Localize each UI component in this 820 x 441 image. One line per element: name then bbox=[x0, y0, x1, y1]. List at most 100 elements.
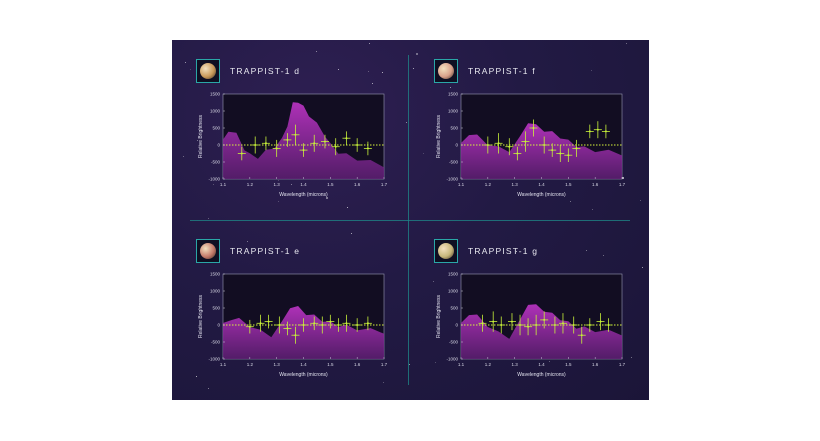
star-dot bbox=[372, 83, 374, 85]
star-dot bbox=[434, 362, 436, 364]
data-point bbox=[342, 131, 351, 145]
data-marker bbox=[345, 322, 348, 325]
data-point bbox=[291, 124, 300, 145]
y-tick-label: 1500 bbox=[210, 272, 221, 277]
data-marker bbox=[321, 324, 324, 326]
x-tick-label: 1.7 bbox=[381, 362, 388, 367]
data-marker bbox=[543, 318, 546, 321]
data-marker bbox=[535, 324, 538, 326]
y-tick-label: -1000 bbox=[208, 357, 220, 362]
x-tick-label: 1.2 bbox=[247, 362, 254, 367]
data-point bbox=[494, 133, 503, 154]
panel-header: TRAPPIST-1 g bbox=[434, 238, 538, 264]
data-point bbox=[261, 136, 270, 151]
data-point bbox=[572, 139, 581, 157]
x-tick-label: 1.6 bbox=[354, 182, 361, 187]
star-dot bbox=[433, 280, 435, 282]
data-point bbox=[497, 316, 506, 334]
star-dot bbox=[316, 50, 318, 52]
data-marker bbox=[561, 322, 564, 325]
star-dot bbox=[548, 360, 550, 362]
data-point bbox=[516, 314, 525, 336]
planet-f-icon bbox=[434, 59, 458, 83]
y-tick-label: 1500 bbox=[448, 92, 459, 97]
y-axis-label: Relative Brightness bbox=[436, 294, 442, 338]
star-dot bbox=[213, 184, 215, 186]
y-tick-label: -1000 bbox=[446, 177, 458, 182]
data-point bbox=[585, 318, 594, 332]
panel-trappist-1g: TRAPPIST-1 g 1500 1000 500 0 -500 -1000 1.1 1.2… bbox=[412, 222, 640, 397]
data-point bbox=[483, 136, 492, 154]
data-marker bbox=[366, 147, 369, 150]
x-tick-label: 1.3 bbox=[512, 182, 519, 187]
data-marker bbox=[559, 152, 562, 155]
star-dot bbox=[412, 68, 414, 70]
planet-e-ball bbox=[200, 243, 216, 259]
data-point bbox=[342, 314, 351, 332]
x-tick-label: 1.6 bbox=[592, 182, 599, 187]
star-dot bbox=[195, 376, 197, 378]
data-point bbox=[604, 318, 613, 332]
data-marker bbox=[313, 142, 316, 145]
panel-title: TRAPPIST-1 d bbox=[230, 66, 301, 76]
data-point bbox=[310, 316, 319, 331]
star-dot bbox=[422, 152, 424, 154]
data-point bbox=[550, 316, 559, 334]
panel-trappist-1e: TRAPPIST-1 e 1500 1000 500 0 -500 -1000 1.1 1.2… bbox=[174, 222, 402, 397]
data-point bbox=[334, 318, 343, 332]
data-marker bbox=[551, 149, 554, 152]
model-spectrum-area bbox=[223, 306, 384, 359]
x-axis-label: Wavelength (microns) bbox=[517, 192, 566, 198]
y-tick-label: -500 bbox=[211, 160, 221, 165]
data-marker bbox=[575, 147, 578, 150]
data-point bbox=[283, 133, 292, 147]
x-tick-label: 1.3 bbox=[512, 362, 519, 367]
data-marker bbox=[596, 128, 599, 131]
data-marker bbox=[254, 144, 257, 146]
x-tick-label: 1.5 bbox=[565, 362, 572, 367]
x-tick-label: 1.5 bbox=[327, 362, 334, 367]
y-tick-label: 1000 bbox=[448, 289, 459, 294]
y-tick-label: 1000 bbox=[210, 289, 221, 294]
data-marker bbox=[492, 320, 495, 323]
data-point bbox=[540, 311, 549, 329]
data-marker bbox=[516, 152, 519, 155]
star-dot bbox=[590, 69, 592, 71]
y-tick-label: -1000 bbox=[208, 177, 220, 182]
data-marker bbox=[532, 127, 535, 129]
star-dot bbox=[416, 52, 419, 55]
star-dot bbox=[278, 201, 280, 203]
star-dot bbox=[291, 183, 293, 185]
data-marker bbox=[510, 320, 513, 323]
x-tick-label: 1.5 bbox=[327, 182, 334, 187]
star-dot bbox=[591, 208, 593, 210]
x-tick-label: 1.6 bbox=[592, 362, 599, 367]
panel-header: TRAPPIST-1 d bbox=[196, 58, 300, 84]
data-marker bbox=[267, 320, 270, 323]
data-point bbox=[291, 326, 300, 344]
figure-canvas: TRAPPIST-1 d 1500 1000 500 0 -500 -1000 1.1 1.2… bbox=[172, 40, 649, 400]
y-tick-label: 1000 bbox=[448, 109, 459, 114]
data-point bbox=[299, 318, 308, 332]
data-marker bbox=[572, 324, 575, 326]
data-point bbox=[521, 131, 530, 152]
model-spectrum-area bbox=[461, 304, 622, 359]
star-dot bbox=[408, 364, 410, 366]
star-dot bbox=[603, 254, 605, 256]
data-marker bbox=[599, 320, 602, 323]
data-marker bbox=[356, 324, 359, 326]
data-point bbox=[299, 143, 308, 157]
data-point bbox=[272, 139, 281, 157]
x-tick-label: 1.4 bbox=[300, 362, 307, 367]
data-marker bbox=[286, 138, 289, 141]
data-point bbox=[478, 314, 487, 332]
star-dot bbox=[381, 72, 383, 73]
y-tick-label: 500 bbox=[450, 306, 458, 311]
x-tick-label: 1.1 bbox=[458, 182, 465, 187]
data-marker bbox=[604, 130, 607, 133]
data-marker bbox=[329, 320, 332, 323]
x-tick-label: 1.6 bbox=[354, 362, 361, 367]
data-marker bbox=[337, 324, 340, 326]
panel-header: TRAPPIST-1 f bbox=[434, 58, 536, 84]
